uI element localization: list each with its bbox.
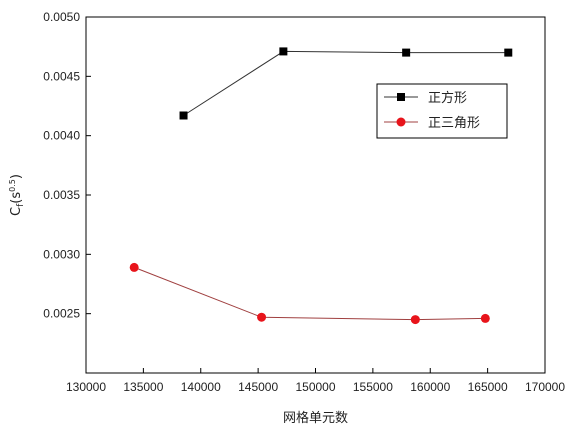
y-tick-label: 0.0030	[43, 247, 80, 261]
series-line-1	[183, 50, 509, 116]
y-axis-label-superscript: 0.5	[8, 179, 17, 192]
y-axis: 0.0025 0.0030 0.0035 0.0040 0.0045 0.0050	[43, 10, 91, 321]
x-axis: 130000 135000 140000 145000 150000 155000 1600…	[66, 368, 565, 394]
y-axis-label-subscript: f	[16, 203, 26, 207]
x-tick-label: 135000	[123, 380, 163, 394]
data-point-circle	[129, 262, 139, 272]
y-axis-label-base: C	[9, 207, 24, 216]
data-point-square	[504, 48, 513, 57]
legend-label-series-2: 正三角形	[428, 116, 480, 131]
data-point-square	[179, 111, 188, 120]
y-tick-label: 0.0050	[43, 10, 80, 24]
y-tick-label: 0.0025	[43, 307, 80, 321]
data-point-circle	[257, 312, 267, 322]
x-tick-label: 130000	[66, 380, 106, 394]
legend-label-series-1: 正方形	[428, 90, 467, 106]
y-axis-label-paren-open: (s	[9, 192, 24, 204]
x-tick-label: 155000	[353, 380, 393, 394]
plot-area-frame	[85, 16, 546, 374]
x-axis-label: 网格单元数	[283, 410, 348, 426]
legend-marker-square	[397, 93, 405, 101]
x-tick-label: 165000	[468, 380, 508, 394]
x-tick-label: 150000	[295, 380, 335, 394]
x-tick-label: 170000	[525, 380, 565, 394]
y-axis-label-paren-close: )	[9, 174, 24, 179]
data-point-circle	[480, 313, 490, 323]
x-tick-label: 145000	[238, 380, 278, 394]
x-tick-label: 140000	[181, 380, 221, 394]
series-layer	[129, 47, 513, 325]
data-point-square	[279, 47, 288, 56]
y-tick-label: 0.0045	[43, 69, 80, 83]
legend: 正方形 正三角形	[376, 83, 508, 139]
data-point-circle	[410, 315, 420, 325]
y-axis-label: Cf(s0.5)	[8, 174, 26, 216]
legend-marker-circle	[396, 117, 406, 127]
x-tick-label: 160000	[410, 380, 450, 394]
series-line-2	[134, 266, 486, 321]
y-tick-label: 0.0035	[43, 188, 80, 202]
y-tick-label: 0.0040	[43, 129, 80, 143]
data-point-square	[402, 48, 411, 57]
